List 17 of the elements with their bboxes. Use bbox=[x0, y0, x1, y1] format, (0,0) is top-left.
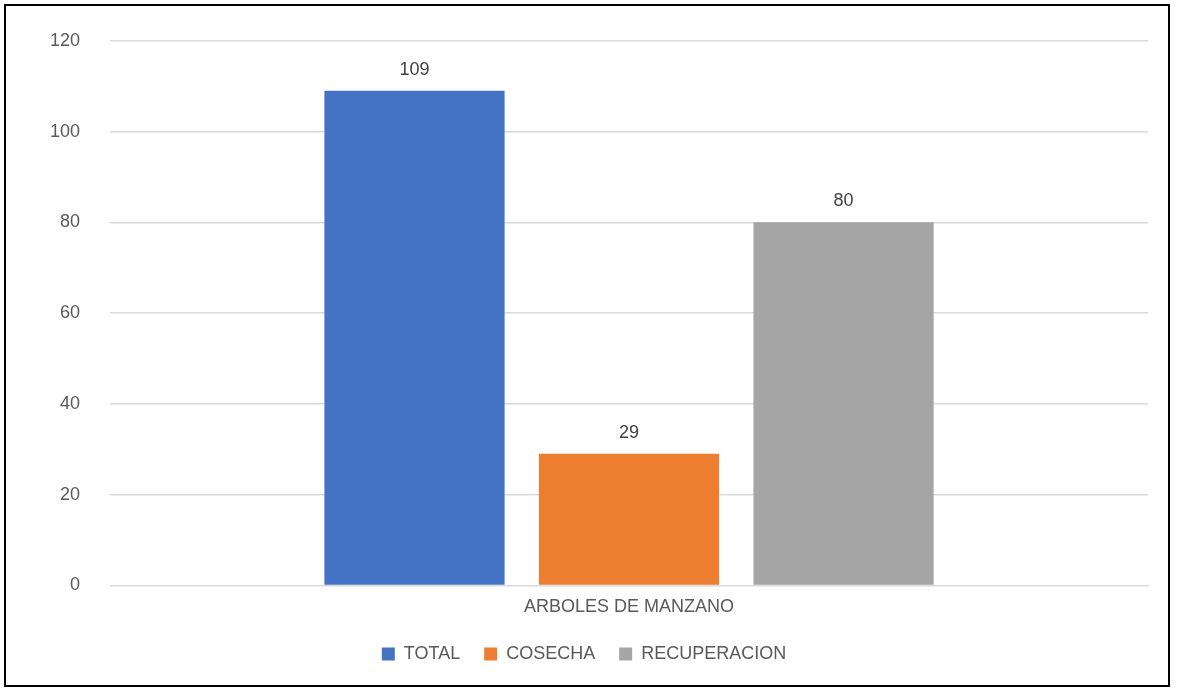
data-label: 29 bbox=[619, 421, 640, 442]
legend-label: RECUPERACION bbox=[641, 642, 787, 663]
x-tick-label: ARBOLES DE MANZANO bbox=[523, 596, 735, 617]
bar bbox=[538, 453, 720, 585]
data-label: 109 bbox=[399, 58, 430, 79]
legend-label: COSECHA bbox=[506, 642, 596, 663]
legend-label: TOTAL bbox=[403, 642, 461, 663]
y-tick-label: 80 bbox=[60, 211, 81, 232]
y-tick-label: 20 bbox=[60, 483, 81, 504]
y-tick-label: 120 bbox=[49, 29, 81, 50]
y-tick-label: 100 bbox=[49, 120, 81, 141]
bar bbox=[324, 90, 505, 585]
y-tick-label: 60 bbox=[60, 302, 81, 323]
y-tick-label: 40 bbox=[60, 392, 81, 413]
y-tick-label: 0 bbox=[70, 574, 81, 595]
data-label: 80 bbox=[833, 190, 854, 211]
bar bbox=[753, 222, 934, 585]
